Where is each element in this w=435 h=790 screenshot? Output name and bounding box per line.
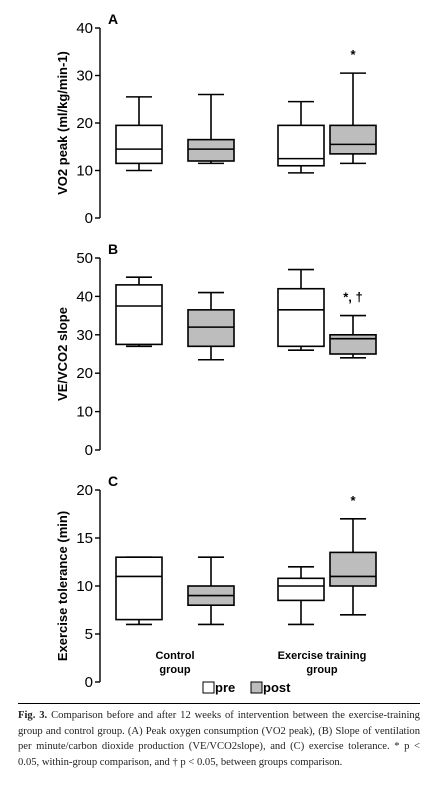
y-tick-label: 20 <box>76 365 93 382</box>
legend-swatch-post <box>250 681 263 694</box>
iqr-box <box>115 556 163 621</box>
y-tick-label: 5 <box>85 626 93 643</box>
box-exercise-pre <box>277 565 325 626</box>
y-tick-label: 0 <box>85 442 93 459</box>
y-axis-label: VO2 peak (ml/kg/min-1) <box>55 51 70 195</box>
y-tick-label: 20 <box>76 115 93 132</box>
box-exercise-post: * <box>329 47 377 165</box>
box-exercise-pre <box>277 268 325 351</box>
group-label-line: group <box>306 664 337 676</box>
box-control-post <box>187 556 235 626</box>
panel-letter: A <box>108 11 118 27</box>
figure-caption: Fig. 3. Comparison before and after 12 w… <box>18 708 420 770</box>
legend: pre post <box>202 680 291 695</box>
y-tick-label: 20 <box>76 482 93 499</box>
iqr-box <box>329 333 377 355</box>
iqr-box <box>115 124 163 165</box>
group-label-line: group <box>159 664 190 676</box>
legend-swatch-pre <box>202 681 215 694</box>
box-control-post <box>187 93 235 165</box>
panel-letter: C <box>108 473 118 489</box>
panel-b: B 0 10 20 30 40 50 VE/VCO2 slope *, † <box>55 241 377 459</box>
y-tick-label: 10 <box>76 578 93 595</box>
significance-marker: * <box>350 493 356 508</box>
iqr-box <box>187 138 235 162</box>
group-label-line: Exercise training <box>278 650 367 662</box>
legend-label-pre: pre <box>215 680 235 695</box>
iqr-box <box>115 284 163 346</box>
group-label-control: Control group <box>155 650 194 676</box>
panel-letter: B <box>108 241 118 257</box>
iqr-box <box>277 287 325 348</box>
box-exercise-post: *, † <box>329 290 377 359</box>
y-tick-label: 15 <box>76 530 93 547</box>
y-axis-label: Exercise tolerance (min) <box>55 511 70 661</box>
y-tick-label: 0 <box>85 210 93 227</box>
group-label-exercise: Exercise training group <box>278 650 367 676</box>
panel-c: C 0 5 10 15 20 Exercise tolerance (min) * <box>55 473 377 691</box>
y-tick-label: 10 <box>76 163 93 180</box>
iqr-box <box>277 577 325 602</box>
y-tick-label: 40 <box>76 288 93 305</box>
y-tick-label: 30 <box>76 68 93 85</box>
y-tick-label: 40 <box>76 20 93 37</box>
iqr-box <box>329 551 377 587</box>
iqr-box <box>329 124 377 155</box>
box-control-pre <box>115 556 163 626</box>
group-label-line: Control <box>155 650 194 662</box>
box-control-pre <box>115 96 163 172</box>
caption-label: Fig. 3. <box>18 710 48 721</box>
iqr-box <box>187 309 235 348</box>
y-tick-label: 10 <box>76 404 93 421</box>
y-tick-label: 50 <box>76 250 93 267</box>
y-axis-label: VE/VCO2 slope <box>55 307 70 401</box>
caption-rule <box>18 703 420 704</box>
box-exercise-post: * <box>329 493 377 616</box>
y-tick-label: 30 <box>76 327 93 344</box>
significance-marker: * <box>350 47 356 62</box>
y-tick-label: 0 <box>85 674 93 691</box>
significance-marker: *, † <box>343 290 363 305</box>
legend-label-post: post <box>263 680 291 695</box>
box-control-post <box>187 291 235 361</box>
box-control-pre <box>115 276 163 348</box>
panel-a: A 0 10 20 30 40 VO2 peak (ml/kg/min-1) * <box>55 11 377 227</box>
box-exercise-pre <box>277 100 325 174</box>
iqr-box <box>277 124 325 167</box>
caption-text: Comparison before and after 12 weeks of … <box>18 710 420 768</box>
